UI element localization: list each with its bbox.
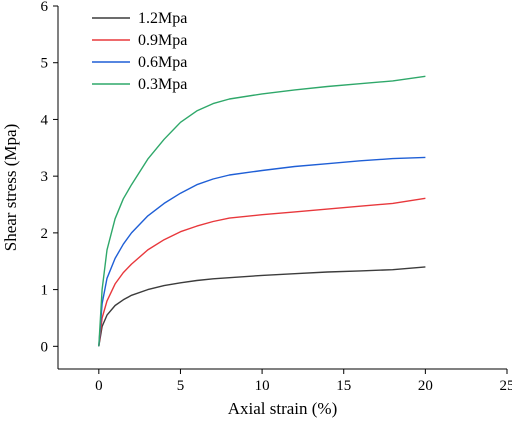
- series-line-0-6mpa: [99, 157, 426, 346]
- series-line-0-3mpa: [99, 76, 426, 346]
- series-line-0-9mpa: [99, 198, 426, 346]
- x-tick-label: 15: [336, 378, 351, 394]
- legend-label: 0.6Mpa: [138, 54, 187, 71]
- x-tick-label: 25: [500, 378, 512, 394]
- y-tick-label: 2: [41, 226, 49, 242]
- x-tick-label: 0: [95, 378, 103, 394]
- axes: 0 5 10 15 20 25 0 1 2 3 4 5 6: [41, 0, 512, 394]
- y-tick-label: 6: [41, 0, 49, 15]
- y-tick-label: 4: [41, 112, 49, 128]
- legend-label: 1.2Mpa: [138, 10, 187, 27]
- x-axis-label: Axial strain (%): [228, 399, 338, 418]
- y-tick-label: 3: [41, 169, 49, 185]
- x-tick-label: 10: [255, 378, 270, 394]
- legend: 1.2Mpa 0.9Mpa 0.6Mpa 0.3Mpa: [92, 10, 187, 93]
- legend-label: 0.9Mpa: [138, 32, 187, 49]
- y-tick-label: 1: [41, 283, 49, 299]
- x-tick-label: 5: [177, 378, 185, 394]
- y-axis-label: Shear stress (Mpa): [1, 124, 20, 251]
- x-tick-label: 20: [418, 378, 433, 394]
- series-lines: [99, 76, 426, 346]
- legend-label: 0.3Mpa: [138, 76, 187, 93]
- y-tick-label: 5: [41, 56, 49, 72]
- y-tick-label: 0: [41, 339, 49, 355]
- series-line-1-2mpa: [99, 267, 426, 346]
